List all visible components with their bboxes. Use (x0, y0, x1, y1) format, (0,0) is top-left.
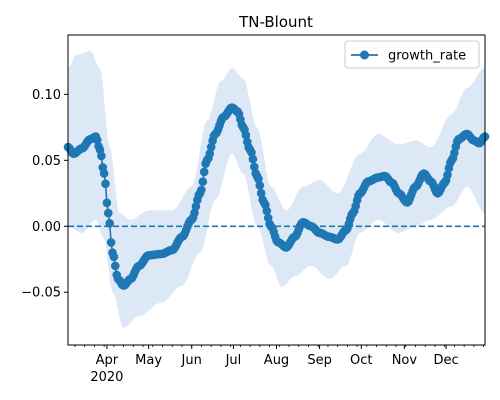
x-tick-label: Apr (96, 353, 119, 368)
plot-area: 0.10 0.05 0.00 −0.05 Apr 2020 May Jun Jul Aug Sep O… (21, 50, 490, 385)
x-tick-label: Nov (392, 353, 418, 368)
x-tick-label: May (135, 353, 162, 368)
y-tick-label: 0.10 (32, 88, 61, 103)
data-point (255, 181, 265, 190)
data-point (191, 202, 201, 211)
x-tick-label: Aug (264, 353, 289, 368)
data-point (254, 174, 263, 184)
data-point (101, 179, 110, 189)
data-point (104, 208, 113, 218)
y-tick-label: 0.00 (32, 220, 61, 235)
data-point (256, 188, 266, 198)
x-tick-label: Jun (181, 353, 202, 368)
data-point (443, 170, 452, 180)
data-point (262, 206, 272, 216)
legend-box (344, 40, 480, 69)
legend-series-marker (360, 50, 369, 60)
data-point (197, 185, 206, 195)
data-point (248, 154, 258, 164)
data-point (106, 238, 116, 247)
axes-frame (67, 34, 486, 346)
data-point (109, 252, 119, 262)
confidence-band (68, 50, 485, 328)
legend: growth_rate (344, 40, 480, 69)
chart-title: TN-Blount (238, 13, 313, 31)
x-tick-label: Jul (225, 353, 242, 368)
data-point (105, 219, 114, 228)
x-tick-label: Oct (350, 353, 372, 368)
data-point (205, 149, 215, 158)
x-tick-label: Dec (434, 353, 459, 368)
data-point (241, 130, 251, 140)
x-tick-year-label: 2020 (90, 370, 123, 385)
data-point (99, 169, 109, 178)
y-tick-label: −0.05 (21, 286, 61, 301)
data-point (102, 198, 112, 208)
data-point (247, 148, 256, 157)
data-point (199, 167, 209, 177)
data-point (250, 162, 259, 172)
x-tick-label: Sep (307, 353, 332, 368)
growth-rate-markers (63, 103, 490, 290)
data-point (198, 177, 208, 186)
data-point (111, 261, 120, 271)
legend-label: growth_rate (388, 49, 466, 64)
data-point (97, 151, 106, 161)
y-tick-label: 0.05 (32, 154, 61, 169)
